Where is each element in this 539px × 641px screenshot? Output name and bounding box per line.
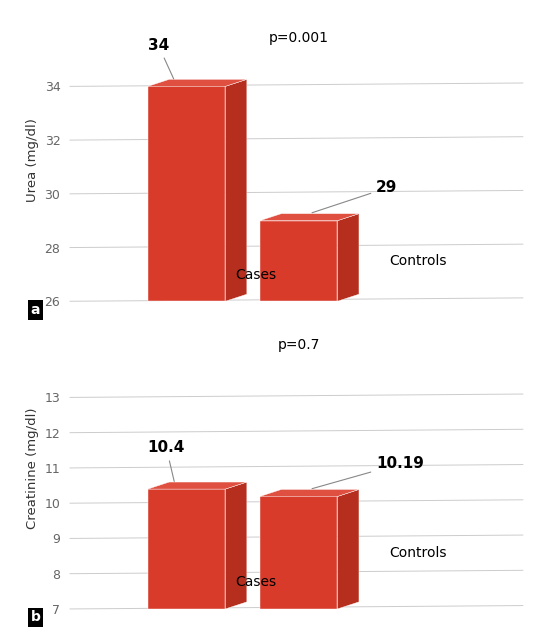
Text: b: b [31,610,40,624]
Polygon shape [148,87,225,301]
Polygon shape [337,213,359,301]
Polygon shape [225,79,247,301]
Polygon shape [260,490,359,497]
Text: 10.19: 10.19 [312,456,424,488]
Y-axis label: Creatinine (mg/dl): Creatinine (mg/dl) [26,407,39,529]
Polygon shape [260,497,337,609]
Polygon shape [260,213,359,221]
Text: Cases: Cases [235,267,276,281]
Polygon shape [260,221,337,301]
Polygon shape [225,482,247,609]
Y-axis label: Urea (mg/dl): Urea (mg/dl) [26,119,39,202]
Polygon shape [337,490,359,609]
Text: 34: 34 [148,38,174,79]
Text: Cases: Cases [235,575,276,589]
Text: 29: 29 [312,181,398,213]
Polygon shape [148,489,225,609]
Text: 10.4: 10.4 [148,440,185,481]
Text: a: a [31,303,40,317]
Text: p=0.7: p=0.7 [278,338,320,352]
Text: p=0.001: p=0.001 [268,31,329,44]
Polygon shape [148,482,247,489]
Text: Controls: Controls [389,254,447,268]
Text: Controls: Controls [389,545,447,560]
Polygon shape [148,79,247,87]
